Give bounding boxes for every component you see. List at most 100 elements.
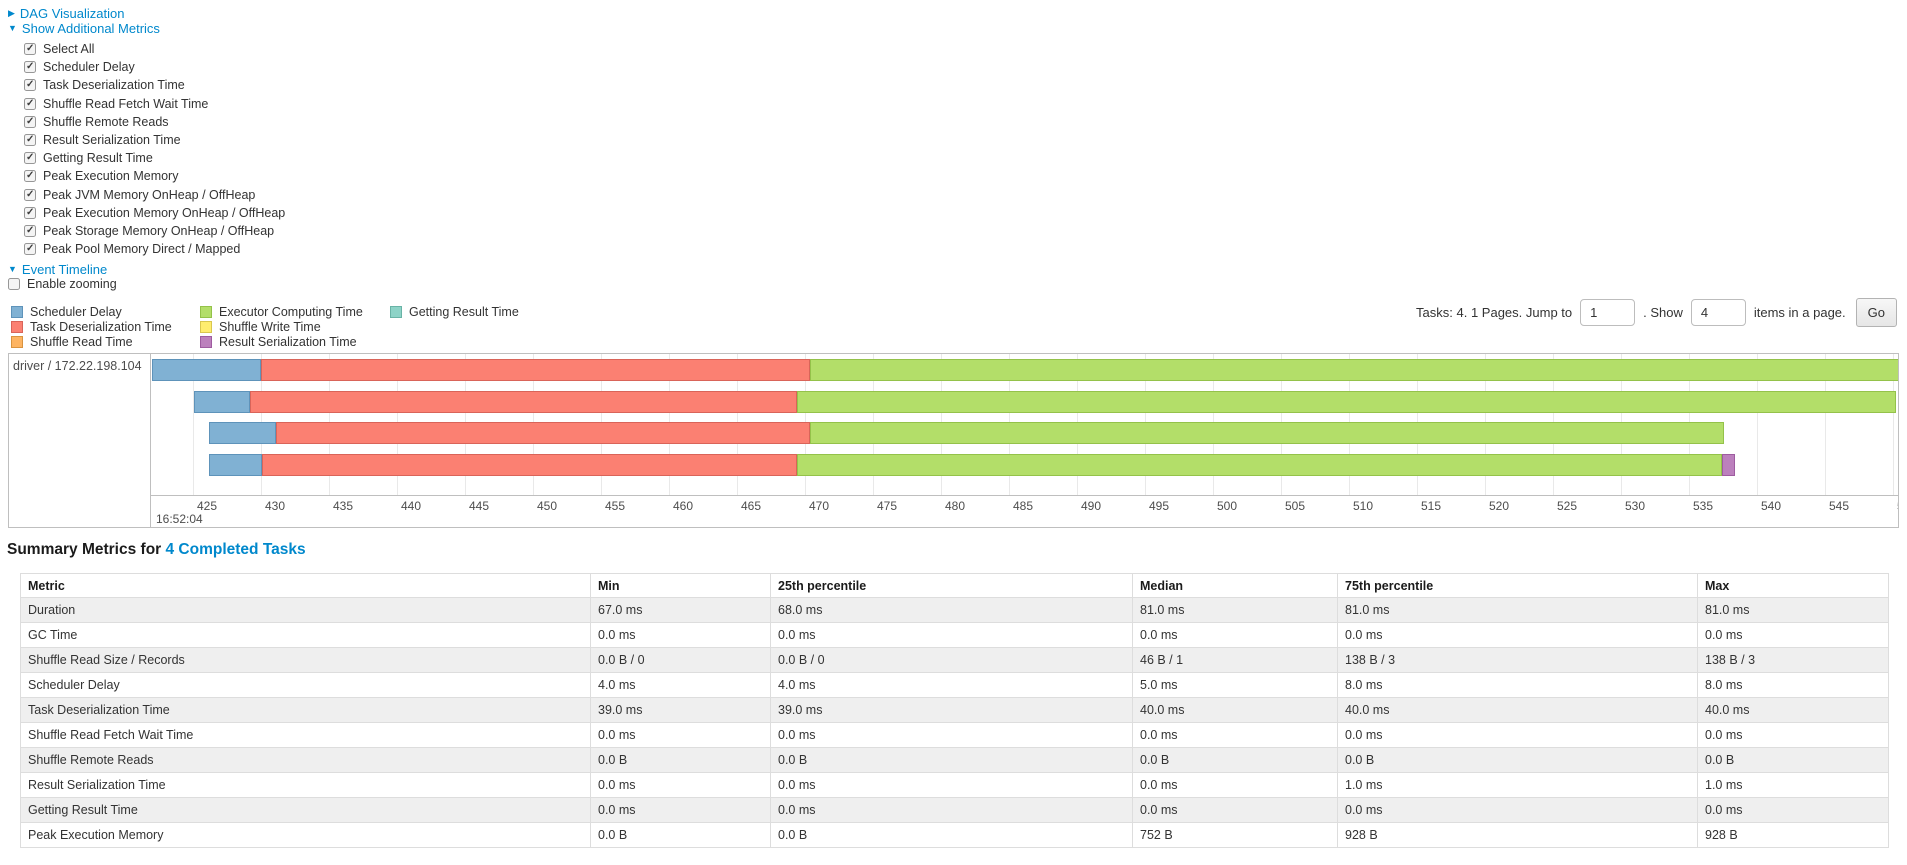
table-cell: 0.0 ms [1697, 722, 1889, 748]
table-cell: 67.0 ms [590, 597, 771, 623]
table-cell: 0.0 B [770, 822, 1133, 848]
timeline-tick-label: 515 [1421, 499, 1442, 513]
table-cell: 8.0 ms [1337, 672, 1698, 698]
timeline-tick-label: 470 [809, 499, 830, 513]
timeline-tick-label: 475 [877, 499, 898, 513]
event-timeline-toggle[interactable]: ▼ Event Timeline [8, 262, 107, 277]
dag-visualization-label: DAG Visualization [19, 6, 125, 21]
table-cell: 40.0 ms [1697, 697, 1889, 723]
jump-to-page-input[interactable] [1580, 298, 1636, 326]
dag-visualization-toggle[interactable]: ▶ DAG Visualization [8, 6, 124, 21]
legend-item: Shuffle Write Time [200, 319, 363, 334]
table-row: Shuffle Remote Reads 0.0 B 0.0 B 0.0 B 0.0 B… [20, 747, 1889, 773]
metric-checkbox-row: Scheduler Delay [24, 58, 285, 76]
task-bar-segment-computing[interactable] [810, 359, 1898, 381]
metric-checkbox-label: Peak Storage Memory OnHeap / OffHeap [43, 223, 275, 238]
table-cell: Peak Execution Memory [20, 822, 591, 848]
metric-checkbox[interactable] [24, 206, 36, 219]
table-cell: 0.0 ms [770, 622, 1133, 648]
legend-swatch [200, 320, 212, 333]
completed-tasks-link[interactable]: 4 Completed Tasks [165, 541, 306, 558]
metric-checkbox-label: Task Deserialization Time [43, 78, 185, 93]
legend-swatch [11, 335, 23, 348]
metric-checkbox[interactable] [24, 97, 36, 110]
timeline-gridline [193, 354, 194, 495]
task-bar-segment-deserialization[interactable] [261, 359, 811, 381]
metric-checkbox[interactable] [24, 188, 36, 201]
pagination-show-text: . Show [1643, 304, 1683, 320]
task-bar-segment-deserialization[interactable] [275, 422, 811, 444]
task-bar-segment-scheduler-delay[interactable] [209, 422, 276, 444]
table-cell: 8.0 ms [1697, 672, 1889, 698]
legend-label: Executor Computing Time [219, 304, 363, 319]
task-bar-segment-computing[interactable] [810, 422, 1725, 444]
task-bar-segment-deserialization[interactable] [250, 391, 797, 413]
table-cell: Shuffle Read Size / Records [20, 647, 591, 673]
timeline-gridline [1757, 354, 1758, 495]
table-cell: 0.0 ms [590, 772, 771, 798]
table-row: Shuffle Read Fetch Wait Time 0.0 ms 0.0 ms… [20, 722, 1889, 748]
timeline-tick-label: 510 [1353, 499, 1374, 513]
metric-checkbox[interactable] [24, 152, 36, 165]
legend-label: Result Serialization Time [219, 334, 357, 349]
table-cell: 4.0 ms [770, 672, 1133, 698]
table-cell: 46 B / 1 [1132, 647, 1338, 673]
show-additional-metrics-toggle[interactable]: ▼ Show Additional Metrics [8, 21, 160, 36]
metric-checkbox-row: Peak Pool Memory Direct / Mapped [24, 240, 285, 258]
table-cell: 138 B / 3 [1337, 647, 1698, 673]
table-cell: 40.0 ms [1132, 697, 1338, 723]
go-button[interactable]: Go [1855, 297, 1897, 327]
metric-checkbox[interactable] [24, 79, 36, 92]
legend-swatch [200, 335, 212, 348]
task-bar-segment-computing[interactable] [796, 454, 1722, 476]
table-cell: 0.0 ms [590, 622, 771, 648]
timeline-tick-label: 465 [741, 499, 762, 513]
table-cell: 0.0 ms [770, 772, 1133, 798]
metric-checkbox-row: Peak Execution Memory [24, 167, 285, 185]
metric-checkbox[interactable] [24, 134, 36, 147]
metric-checkbox-row: Getting Result Time [24, 149, 285, 167]
task-bar-segment-scheduler-delay[interactable] [194, 391, 251, 413]
metric-checkbox[interactable] [24, 43, 36, 56]
metric-checkbox[interactable] [24, 61, 36, 74]
task-bar-segment-scheduler-delay[interactable] [152, 359, 261, 381]
metric-checkbox[interactable] [24, 224, 36, 237]
table-row: Result Serialization Time 0.0 ms 0.0 ms 0.0… [20, 772, 1889, 798]
table-row: GC Time 0.0 ms 0.0 ms 0.0 ms 0.0 ms 0.0 ms [20, 622, 1889, 648]
table-cell: 0.0 B / 0 [590, 647, 771, 673]
table-cell: 0.0 B [1132, 747, 1338, 773]
table-cell: 1.0 ms [1337, 772, 1698, 798]
metric-checkbox[interactable] [24, 243, 36, 256]
metric-checkbox-row: Peak JVM Memory OnHeap / OffHeap [24, 186, 285, 204]
table-cell: 0.0 ms [1337, 622, 1698, 648]
table-header-cell: 75th percentile [1337, 573, 1698, 598]
task-bar-segment-result-serialization[interactable] [1721, 454, 1736, 476]
task-bar-segment-deserialization[interactable] [262, 454, 797, 476]
task-bar-segment-computing[interactable] [796, 391, 1896, 413]
metric-checkbox-label: Peak Execution Memory [43, 169, 179, 184]
metric-checkbox-row: Shuffle Read Fetch Wait Time [24, 95, 285, 113]
metric-checkbox-label: Scheduler Delay [43, 60, 135, 75]
task-bar-segment-scheduler-delay[interactable] [209, 454, 263, 476]
metric-checkbox[interactable] [24, 170, 36, 183]
items-per-page-input[interactable] [1690, 298, 1746, 326]
legend-column: Executor Computing Time Shuffle Write Tim… [200, 304, 363, 350]
table-cell: 138 B / 3 [1697, 647, 1889, 673]
timeline-tick-label: 545 [1829, 499, 1850, 513]
table-cell: 0.0 ms [1132, 622, 1338, 648]
table-cell: 5.0 ms [1132, 672, 1338, 698]
executor-label: driver / 172.22.198.104 [13, 359, 142, 373]
table-row: Shuffle Read Size / Records 0.0 B / 0 0.0 … [20, 647, 1889, 673]
enable-zooming-checkbox[interactable] [8, 278, 20, 290]
timeline-tick-label: 445 [469, 499, 490, 513]
table-header-cell: 25th percentile [770, 573, 1133, 598]
table-cell: 0.0 ms [1697, 797, 1889, 823]
summary-metrics-heading: Summary Metrics for 4 Completed Tasks [7, 541, 306, 559]
table-header-cell: Min [590, 573, 771, 598]
metric-checkbox[interactable] [24, 115, 36, 128]
table-cell: 0.0 ms [590, 797, 771, 823]
table-cell: Shuffle Read Fetch Wait Time [20, 722, 591, 748]
table-cell: 0.0 B [1697, 747, 1889, 773]
table-cell: 0.0 B [590, 747, 771, 773]
table-cell: 0.0 ms [770, 722, 1133, 748]
